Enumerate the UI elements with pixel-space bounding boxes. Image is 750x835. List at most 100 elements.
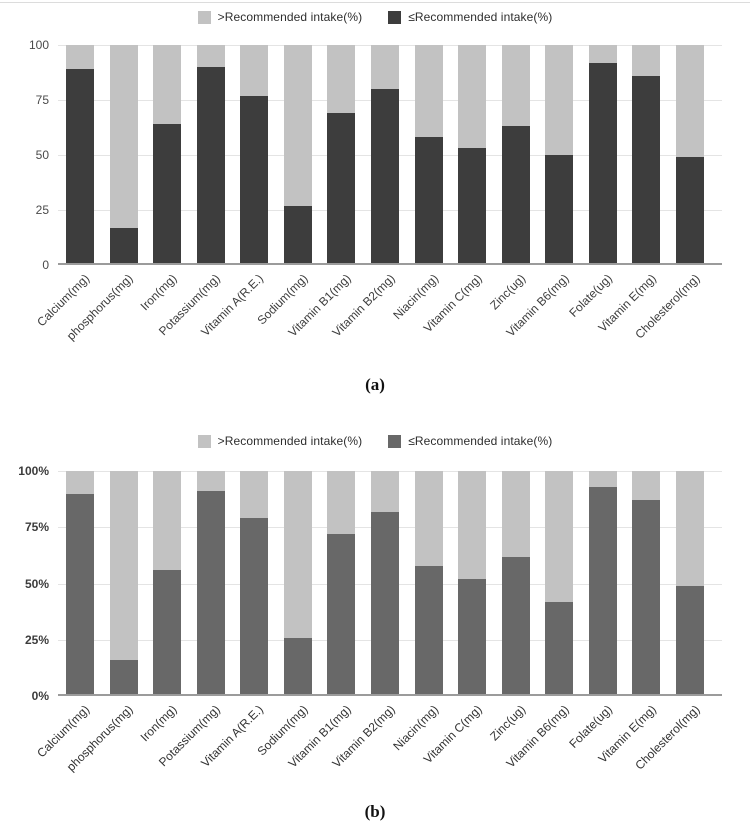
bars [58,471,722,696]
bar-column [501,45,530,265]
bar-segment-under [458,148,487,265]
bar-segment-under [109,660,138,696]
legend-item-over: >Recommended intake(%) [197,10,363,24]
bar-column [153,45,182,265]
bar-column [675,45,704,265]
bar-column [632,471,661,696]
bar-segment-over [501,471,530,557]
x-axis-labels-b: Calcium(mg) phosphorus(mg) Iron(mg) Potassi… [34,698,722,804]
legend-swatch-over [197,434,211,448]
bar-column [327,45,356,265]
bar-column [109,45,138,265]
bar-segment-under [370,89,399,265]
bar-segment-over [240,45,269,96]
bar-segment-under [240,518,269,696]
bar-segment-over [588,471,617,487]
bar-column [414,45,443,265]
legend-label-over: >Recommended intake(%) [217,434,363,448]
bar-column [196,471,225,696]
bar-segment-over [66,471,94,494]
bar-column [458,45,487,265]
bar-column [283,471,312,696]
bar-segment-over [153,45,182,125]
bar-segment-under [370,511,399,696]
bar-column [109,471,138,696]
bar-column [370,45,399,265]
bar-segment-under [501,556,530,696]
bar-segment-under [632,75,661,265]
caption-a: (a) [365,375,385,394]
bar-segment-under [153,570,182,696]
figure-top-border [0,2,750,3]
bar-column [240,471,269,696]
bar-segment-over [283,45,312,206]
chart-b: >Recommended intake(%) ≤Recommended inta… [0,410,750,835]
bar-column [370,471,399,696]
y-tick-label: 25% [24,632,49,647]
bar-segment-over [458,471,487,579]
bar-segment-under [240,95,269,265]
y-tick-label: 75% [24,520,49,535]
chart-a: >Recommended intake(%) ≤Recommended inta… [0,0,750,410]
bar-column [153,471,182,696]
bar-column [588,45,617,265]
bar-segment-under [545,601,574,696]
bar-segment-under [414,565,443,696]
legend-swatch-under [388,10,402,24]
legend-item-under: ≤Recommended intake(%) [388,434,552,448]
bar-column [458,471,487,696]
bar-segment-over [109,45,138,228]
y-tick-label: 25 [35,203,49,217]
bar-segment-under [283,637,312,696]
bar-segment-over [109,471,138,660]
bar-segment-under [414,137,443,265]
y-tick-label: 50 [35,148,49,162]
x-axis-line [58,263,722,265]
bar-segment-over [196,471,225,492]
bar-segment-under [588,62,617,265]
y-tick-label: 100% [18,464,49,478]
legend-swatch-under [388,434,402,448]
bar-segment-under [66,69,94,265]
bar-segment-under [632,500,661,696]
legend-item-over: >Recommended intake(%) [197,434,363,448]
y-tick-label: 100 [28,38,49,52]
legend-swatch-over [197,10,211,24]
bar-column [283,45,312,265]
bar-segment-over [327,471,356,534]
x-tick-label: Zinc(ug) [486,702,528,744]
bar-segment-under [66,493,94,696]
plot-area-a: 0 25 50 75 100 [29,39,722,271]
bar-segment-over [370,45,399,89]
bar-segment-over [675,45,704,158]
caption-b: (b) [364,802,386,821]
y-tick-label: 50% [24,576,49,591]
bar-column [240,45,269,265]
bar-segment-over [240,471,269,519]
bar-segment-under [458,579,487,696]
y-tick-label: 0 [42,258,49,272]
bar-segment-over [370,471,399,512]
x-axis-labels-a: Calcium(mg) phosphorus(mg) Iron(mg) Potassi… [34,267,722,373]
bar-segment-under [501,126,530,265]
bar-segment-under [153,124,182,265]
bar-segment-over [458,45,487,149]
legend-a: >Recommended intake(%) ≤Recommended inta… [0,10,750,24]
bar-segment-over [196,45,225,67]
bar-segment-under [283,205,312,265]
bar-segment-over [414,45,443,138]
bar-segment-over [414,471,443,566]
bars [58,45,722,265]
bar-segment-over [632,45,661,76]
bar-segment-over [66,45,94,70]
bar-column [414,471,443,696]
bar-column [632,45,661,265]
bar-segment-over [327,45,356,114]
bar-segment-under [327,534,356,696]
bar-column [501,471,530,696]
bar-segment-over [588,45,617,63]
bar-segment-over [545,45,574,155]
x-tick-label: Zinc(ug) [486,271,528,313]
bar-segment-under [109,227,138,265]
bar-segment-over [283,471,312,638]
